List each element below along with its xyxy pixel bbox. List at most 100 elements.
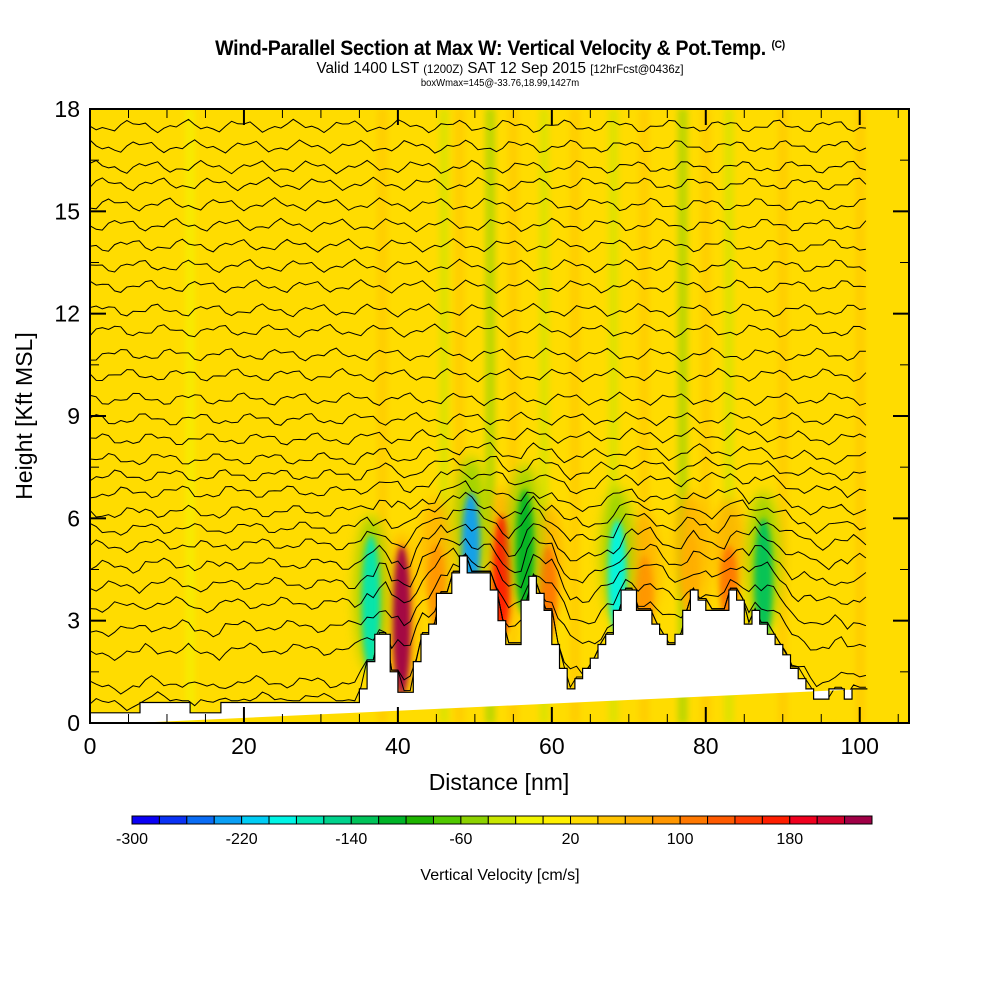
x-axis: 0 20 40 60 80 100 — [84, 109, 899, 759]
colorbar: -300 -220 -140 -60 20 100 180 — [116, 815, 873, 848]
colorbar-tick-label: 20 — [562, 831, 580, 848]
isentrope-line — [90, 323, 867, 338]
w-streak — [485, 109, 496, 723]
colorbar-bin — [487, 815, 517, 825]
y-axis: 0 3 6 9 12 15 18 — [54, 96, 909, 736]
w-streak — [269, 109, 280, 723]
colorbar-tick-label: -220 — [226, 831, 258, 848]
colorbar-bin — [295, 815, 325, 825]
x-tick-label: 0 — [84, 733, 97, 759]
colorbar-bin — [734, 815, 763, 825]
colorbar-tick-label: 100 — [667, 831, 694, 848]
colorbar-bin — [707, 815, 736, 825]
isentrope-line — [90, 523, 867, 574]
isentrope-line — [90, 279, 866, 294]
colorbar-bin — [515, 815, 544, 825]
isentrope-line — [90, 469, 867, 499]
isentrope-line — [90, 552, 867, 638]
isentrope-line — [90, 176, 867, 192]
isentrope-line — [90, 547, 867, 614]
isentrope-line — [90, 480, 867, 519]
x-tick-label: 80 — [693, 733, 719, 759]
colorbar-bin — [570, 815, 599, 825]
isentrope-line — [90, 217, 867, 233]
isentrope-line — [90, 442, 867, 466]
w-streak — [454, 109, 465, 723]
isentrope-line — [90, 347, 866, 363]
colorbar-tick-label: 180 — [776, 831, 803, 848]
colorbar-bin — [131, 815, 160, 825]
w-streak — [854, 109, 865, 723]
valid-date: SAT 12 Sep 2015 — [467, 60, 586, 77]
colorbar-tick-label: -300 — [116, 831, 148, 848]
colorbar-bin — [624, 815, 654, 825]
box-info: boxWmax=145@-33.76,18.99,1427m — [420, 78, 580, 89]
colorbar-tick-label: -60 — [449, 831, 472, 848]
copyright-mark: (C) — [771, 39, 785, 51]
colorbar-bin — [816, 815, 846, 825]
colorbar-label: Vertical Velocity [cm/s] — [420, 867, 579, 884]
isentrope-line — [90, 391, 867, 407]
colorbar-bin — [186, 815, 215, 825]
colorbar-tick-label: -140 — [335, 831, 367, 848]
colorbar-bin — [158, 815, 188, 825]
w-streak — [723, 109, 734, 723]
valid-time: Valid 1400 LST — [316, 60, 419, 77]
y-tick-label: 12 — [54, 301, 80, 327]
x-tick-label: 100 — [841, 733, 879, 759]
updraft-core — [392, 545, 411, 696]
isentrope-line — [90, 426, 867, 446]
colorbar-bin — [350, 815, 380, 825]
w-streak — [608, 109, 619, 723]
terrain-profile — [90, 555, 868, 723]
isentrope-line — [90, 455, 867, 482]
isentrope-line — [90, 367, 867, 383]
colorbar-bin — [323, 815, 352, 825]
colorbar-bin — [405, 815, 434, 825]
forecast-info: [12hrFcst@0436z] — [590, 62, 684, 76]
w-streak — [185, 109, 196, 723]
w-streak — [539, 109, 550, 723]
colorbar-bin — [378, 815, 407, 825]
colorbar-bin — [432, 815, 462, 825]
isentrope-line — [90, 238, 866, 253]
valid-utc: (1200Z) — [423, 62, 464, 76]
w-streak — [700, 109, 711, 723]
x-tick-label: 20 — [231, 733, 257, 759]
y-tick-label: 0 — [67, 710, 80, 736]
x-tick-label: 60 — [539, 733, 565, 759]
isentrope-line — [90, 197, 866, 212]
isentrope-line — [90, 491, 867, 536]
isentrope-line — [90, 118, 866, 134]
isentrope-line — [90, 507, 867, 554]
w-streak — [377, 109, 388, 723]
colorbar-bin — [679, 815, 709, 825]
w-streak — [439, 109, 450, 723]
y-tick-label: 9 — [67, 403, 80, 429]
w-streak — [508, 109, 519, 723]
colorbar-bin — [597, 815, 626, 825]
colorbar-bin — [460, 815, 489, 825]
colorbar-bin — [761, 815, 791, 825]
isentrope-line — [90, 411, 867, 427]
x-axis-label: Distance [nm] — [429, 769, 570, 795]
colorbar-bin — [789, 815, 818, 825]
y-tick-label: 6 — [67, 505, 80, 531]
isentrope-line — [90, 536, 867, 594]
x-tick-label: 40 — [385, 733, 411, 759]
w-streak — [777, 109, 788, 723]
colorbar-bin — [844, 815, 873, 825]
isentrope-line — [90, 159, 867, 175]
w-streak — [569, 109, 580, 723]
vertical-velocity-bands — [185, 109, 865, 723]
colorbar-bin — [652, 815, 681, 825]
colorbar-bin — [542, 815, 572, 825]
isentrope-line — [90, 302, 866, 318]
isentrope-line — [90, 258, 867, 274]
potential-temperature-contours — [90, 118, 867, 712]
isentrope-line — [90, 139, 867, 154]
plot-area — [90, 109, 909, 723]
colorbar-bin — [268, 815, 297, 825]
chart-subtitle: Valid 1400 LST (1200Z) SAT 12 Sep 2015 [… — [25, 60, 975, 78]
